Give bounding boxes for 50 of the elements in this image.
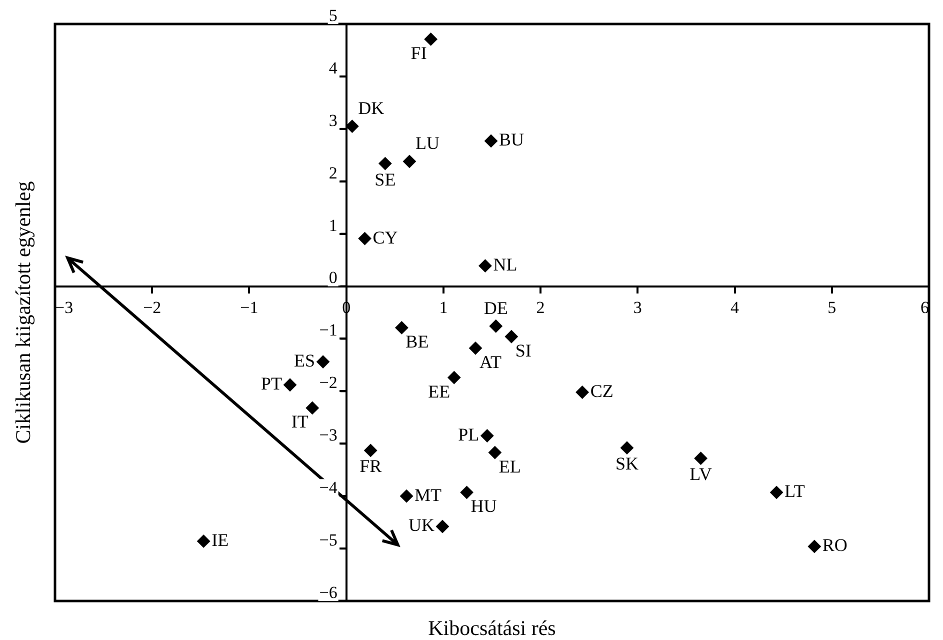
y-tick-label: 4	[328, 58, 338, 78]
x-tick-label: −3	[55, 298, 74, 317]
x-tick-label: 3	[633, 298, 642, 317]
annotation: PL	[458, 424, 480, 445]
x-tick-label: 5	[828, 298, 836, 317]
annotation: SE	[374, 169, 396, 190]
x-tick-label: −1	[240, 298, 258, 317]
annotation: MT	[414, 484, 442, 505]
y-tick-label: 3	[328, 110, 338, 130]
y-tick-label: −4	[319, 478, 338, 498]
annotation: DE	[484, 298, 508, 318]
annotation: AT	[479, 352, 502, 372]
y-tick-label: 1	[328, 216, 338, 235]
annotation: RO	[822, 535, 848, 556]
x-tick-label: −2	[143, 298, 162, 317]
annotation: ES	[294, 350, 316, 371]
annotation: CZ	[590, 380, 614, 401]
y-tick-label: 2	[328, 163, 338, 182]
annotation: HU	[470, 496, 497, 516]
annotation: LU	[415, 133, 440, 154]
x-axis-title: Kibocsátási rés	[428, 616, 556, 640]
annotation: BE	[406, 331, 429, 352]
annotation: LV	[690, 464, 712, 484]
y-tick-label: −3	[319, 426, 338, 445]
annotation: NL	[493, 254, 518, 275]
annotation: SK	[615, 454, 638, 474]
y-tick-label: −1	[319, 320, 338, 340]
y-tick-label: 0	[328, 268, 338, 288]
annotation: DK	[358, 98, 384, 118]
annotation: BU	[499, 130, 524, 150]
annotation: UK	[408, 515, 434, 536]
x-tick-label: 6	[920, 298, 929, 317]
annotation: FI	[410, 42, 427, 63]
annotation: IT	[291, 412, 308, 432]
x-tick-label: 1	[439, 298, 448, 317]
annotation: SI	[515, 340, 532, 360]
annotation: IE	[212, 530, 229, 550]
annotation: FR	[360, 456, 382, 476]
annotation: EL	[498, 456, 521, 476]
y-tick-label: −6	[319, 582, 338, 602]
x-tick-label: 2	[536, 298, 545, 317]
annotation: LT	[784, 481, 805, 502]
y-tick-label: 5	[328, 6, 338, 25]
y-tick-label: −2	[319, 373, 338, 392]
x-tick-label: 4	[730, 298, 740, 317]
annotation: PT	[260, 374, 282, 394]
annotation: EE	[428, 381, 450, 402]
y-axis-title: Ciklikusan kiigazított egyenleg	[11, 180, 36, 444]
y-tick-label: −5	[319, 530, 338, 550]
annotation: CY	[372, 227, 398, 248]
